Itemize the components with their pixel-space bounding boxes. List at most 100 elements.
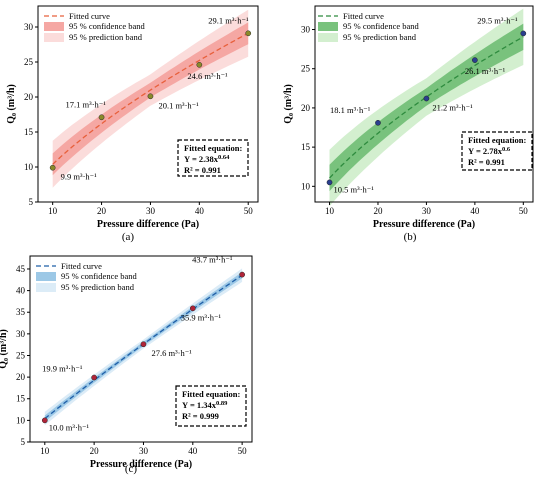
y-tick-label: 5 xyxy=(29,197,34,207)
point-label: 43.7 m³·h⁻¹ xyxy=(192,255,233,265)
x-tick-label: 10 xyxy=(48,206,58,216)
x-tick-label: 40 xyxy=(470,206,480,216)
plot-frame xyxy=(37,5,259,203)
equation-formula: Y = 1.34x0.89 xyxy=(182,400,228,410)
point-label: 19.9 m³·h⁻¹ xyxy=(42,364,83,374)
y-axis-label: Q₀ (m³/h) xyxy=(283,84,294,124)
equation-box xyxy=(177,139,249,177)
y-tick-label: 5 xyxy=(21,437,26,447)
chart-panel-1: 10 20 30 40 50 5 10 15 20 25 30 Pressure difference… xyxy=(6,5,259,243)
x-tick-label: 20 xyxy=(90,446,100,456)
equation-title: Fitted equation: xyxy=(468,135,526,145)
legend-label: 95 % prediction band xyxy=(61,282,135,292)
x-tick-label: 30 xyxy=(422,206,432,216)
y-tick-label: 45 xyxy=(16,264,26,274)
data-point xyxy=(245,30,252,37)
y-tick-label: 25 xyxy=(24,57,34,67)
data-point xyxy=(326,179,333,186)
y-axis-label: Q₀ (m³/h) xyxy=(6,84,17,124)
legend-pred-swatch xyxy=(36,283,56,292)
y-tick-label: 15 xyxy=(24,127,34,137)
x-tick-label: 30 xyxy=(139,446,149,456)
point-label: 21.2 m³·h⁻¹ xyxy=(432,103,473,113)
x-tick-label: 50 xyxy=(519,206,529,216)
x-tick-label: 50 xyxy=(244,206,254,216)
point-label: 35.9 m³·h⁻¹ xyxy=(181,312,222,322)
panel-caption: (c) xyxy=(125,463,138,475)
y-tick-label: 20 xyxy=(301,103,311,113)
equation-title: Fitted equation: xyxy=(184,143,242,153)
data-point xyxy=(189,305,196,312)
data-point xyxy=(375,119,381,126)
legend-conf-swatch xyxy=(36,272,56,281)
x-tick-label: 10 xyxy=(40,446,50,456)
fitted-curve xyxy=(52,32,249,165)
y-tick-label: 10 xyxy=(16,415,26,425)
legend-label: 95 % confidence band xyxy=(69,21,146,31)
data-point xyxy=(239,271,245,278)
plot-frame xyxy=(29,255,253,443)
data-point xyxy=(140,341,147,348)
data-point xyxy=(98,114,105,121)
equation-formula: Y = 2.78x0.6 xyxy=(468,146,511,156)
y-tick-label: 25 xyxy=(16,350,26,360)
point-label: 20.1 m³·h⁻¹ xyxy=(158,100,199,110)
legend-pred-swatch xyxy=(318,33,338,42)
y-tick-label: 10 xyxy=(301,181,311,191)
y-tick-label: 30 xyxy=(24,22,34,32)
point-label: 10.5 m³·h⁻¹ xyxy=(334,184,375,194)
y-tick-label: 35 xyxy=(16,307,26,317)
x-tick-label: 40 xyxy=(195,206,205,216)
y-tick-label: 30 xyxy=(301,25,311,35)
legend-label: 95 % prediction band xyxy=(69,32,143,42)
panel-caption: (b) xyxy=(404,231,417,243)
y-tick-label: 10 xyxy=(24,162,34,172)
data-point xyxy=(196,61,203,68)
point-label: 10.0 m³·h⁻¹ xyxy=(49,422,90,432)
chart-panel-3: 10 20 30 40 50 5 10 15 20 25 30 35 40 45 Pressure diff… xyxy=(0,255,253,475)
point-label: 24.6 m³·h⁻¹ xyxy=(187,71,228,81)
data-point xyxy=(91,374,97,381)
data-point xyxy=(49,164,56,171)
legend-label: 95 % prediction band xyxy=(343,32,417,42)
plot-frame xyxy=(314,5,534,203)
point-label: 17.1 m³·h⁻¹ xyxy=(66,99,107,109)
legend-pred-swatch xyxy=(44,33,64,42)
equation-box xyxy=(175,385,247,427)
equation-r2: R² = 0.999 xyxy=(182,411,219,421)
point-label: 29.5 m³·h⁻¹ xyxy=(477,15,518,25)
y-tick-label: 40 xyxy=(16,286,26,296)
y-tick-label: 15 xyxy=(16,394,26,404)
equation-box xyxy=(461,131,533,171)
y-tick-label: 25 xyxy=(301,64,311,74)
legend-conf-swatch xyxy=(318,22,338,31)
equation-r2: R² = 0.991 xyxy=(468,157,505,167)
legend-label: Fitted curve xyxy=(61,261,102,271)
x-axis-label: Pressure difference (Pa) xyxy=(90,459,192,470)
y-tick-label: 30 xyxy=(16,329,26,339)
y-tick-label: 20 xyxy=(24,92,34,102)
point-label: 29.1 m³·h⁻¹ xyxy=(208,15,249,25)
x-tick-label: 50 xyxy=(238,446,248,456)
equation-formula: Y = 2.38x0.64 xyxy=(184,154,230,164)
data-point xyxy=(472,57,478,63)
panel-caption: (a) xyxy=(122,231,135,243)
x-axis-label: Pressure difference (Pa) xyxy=(97,219,199,230)
y-axis-label: Q₀ (m³/h) xyxy=(0,329,9,369)
x-tick-label: 30 xyxy=(146,206,156,216)
data-point xyxy=(147,93,154,100)
y-tick-label: 20 xyxy=(16,372,26,382)
point-label: 27.6 m³·h⁻¹ xyxy=(151,348,192,358)
legend-label: 95 % confidence band xyxy=(61,271,138,281)
x-tick-label: 20 xyxy=(97,206,107,216)
data-point xyxy=(423,95,430,102)
legend-label: Fitted curve xyxy=(69,11,110,21)
x-tick-label: 20 xyxy=(373,206,383,216)
x-tick-label: 10 xyxy=(325,206,335,216)
legend-conf-swatch xyxy=(44,22,64,31)
point-label: 26.1 m³·h⁻¹ xyxy=(465,66,506,76)
x-tick-label: 40 xyxy=(188,446,198,456)
equation-r2: R² = 0.991 xyxy=(184,165,221,175)
y-tick-label: 15 xyxy=(301,142,311,152)
